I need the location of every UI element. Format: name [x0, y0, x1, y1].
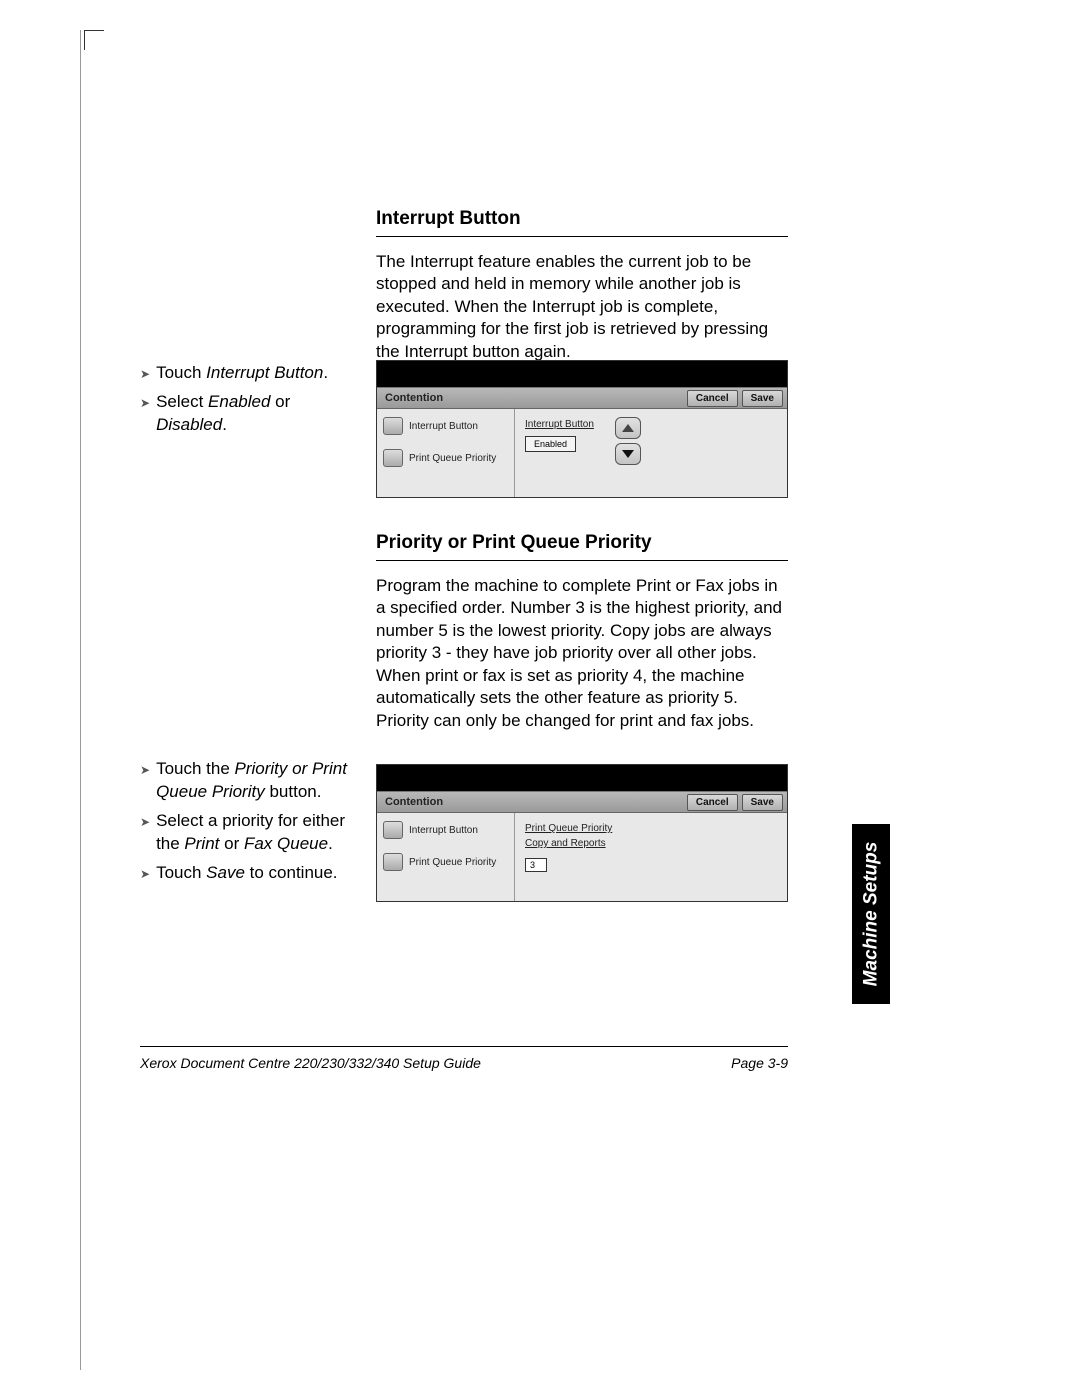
enabled-box[interactable]: Enabled: [525, 436, 576, 452]
screenshot-2: Contention Cancel Save Interrupt Button …: [376, 764, 788, 902]
main-heading: Print Queue Priority: [525, 823, 777, 834]
sidebar-button-icon: [383, 821, 403, 839]
cancel-button[interactable]: Cancel: [687, 390, 738, 407]
footer-right: Page 3-9: [731, 1055, 788, 1071]
section-1-body: The Interrupt feature enables the curren…: [376, 251, 788, 363]
sidebar-button-icon: [383, 417, 403, 435]
bullet-item: ➤ Select a priority for either the Print…: [140, 810, 362, 856]
sidebar-item-interrupt[interactable]: Interrupt Button: [383, 417, 508, 435]
screenshot-main: Print Queue Priority Copy and Reports 3: [515, 813, 787, 901]
sidebar-item-priority[interactable]: Print Queue Priority: [383, 449, 508, 467]
bullet-text: Touch Save to continue.: [156, 862, 337, 885]
screenshot-sidebar: Interrupt Button Print Queue Priority: [377, 813, 515, 901]
section-2-heading: Priority or Print Queue Priority: [376, 532, 788, 561]
bullet-text: Select a priority for either the Print o…: [156, 810, 362, 856]
sidebar-button-icon: [383, 853, 403, 871]
section-1-heading: Interrupt Button: [376, 208, 788, 237]
section-1-bullets: ➤ Touch Interrupt Button. ➤ Select Enabl…: [140, 362, 362, 443]
side-tab-label: Machine Setups: [860, 842, 882, 987]
arrow-down-button[interactable]: [615, 443, 641, 465]
chevron-icon: ➤: [140, 762, 150, 804]
chevron-icon: ➤: [140, 366, 150, 385]
cancel-button[interactable]: Cancel: [687, 794, 738, 811]
screenshot-titlebar: [377, 361, 787, 387]
screenshot-toolbar: Contention Cancel Save: [377, 387, 787, 409]
save-button[interactable]: Save: [742, 794, 783, 811]
crop-mark: [84, 30, 104, 50]
screenshot-main: Interrupt Button Enabled: [515, 409, 787, 497]
toolbar-title: Contention: [377, 392, 685, 404]
bullet-text: Select Enabled or Disabled.: [156, 391, 362, 437]
footer-left: Xerox Document Centre 220/230/332/340 Se…: [140, 1055, 481, 1071]
save-button[interactable]: Save: [742, 390, 783, 407]
toolbar-title: Contention: [377, 796, 685, 808]
priority-value-box[interactable]: 3: [525, 858, 547, 872]
chevron-icon: ➤: [140, 814, 150, 856]
bullet-item: ➤ Select Enabled or Disabled.: [140, 391, 362, 437]
sidebar-item-interrupt[interactable]: Interrupt Button: [383, 821, 508, 839]
page-footer: Xerox Document Centre 220/230/332/340 Se…: [140, 1046, 788, 1071]
section-2-body: Program the machine to complete Print or…: [376, 575, 788, 732]
triangle-up-icon: [622, 424, 634, 432]
screenshot-toolbar: Contention Cancel Save: [377, 791, 787, 813]
bullet-item: ➤ Touch Save to continue.: [140, 862, 362, 885]
section-2: Priority or Print Queue Priority Program…: [376, 532, 788, 746]
chevron-icon: ➤: [140, 395, 150, 437]
bullet-text: Touch Interrupt Button.: [156, 362, 328, 385]
section-1: Interrupt Button The Interrupt feature e…: [376, 208, 788, 377]
triangle-down-icon: [622, 450, 634, 458]
section-2-bullets: ➤ Touch the Priority or Print Queue Prio…: [140, 758, 362, 891]
chevron-icon: ➤: [140, 866, 150, 885]
sidebar-button-icon: [383, 449, 403, 467]
bullet-text: Touch the Priority or Print Queue Priori…: [156, 758, 362, 804]
main-subheading: Copy and Reports: [525, 838, 777, 849]
screenshot-1: Contention Cancel Save Interrupt Button …: [376, 360, 788, 498]
arrow-up-button[interactable]: [615, 417, 641, 439]
bullet-item: ➤ Touch Interrupt Button.: [140, 362, 362, 385]
sidebar-item-priority[interactable]: Print Queue Priority: [383, 853, 508, 871]
main-heading: Interrupt Button: [525, 419, 777, 430]
screenshot-sidebar: Interrupt Button Print Queue Priority: [377, 409, 515, 497]
bullet-item: ➤ Touch the Priority or Print Queue Prio…: [140, 758, 362, 804]
arrow-group: [615, 417, 641, 469]
screenshot-titlebar: [377, 765, 787, 791]
side-tab: Machine Setups: [852, 824, 890, 1004]
